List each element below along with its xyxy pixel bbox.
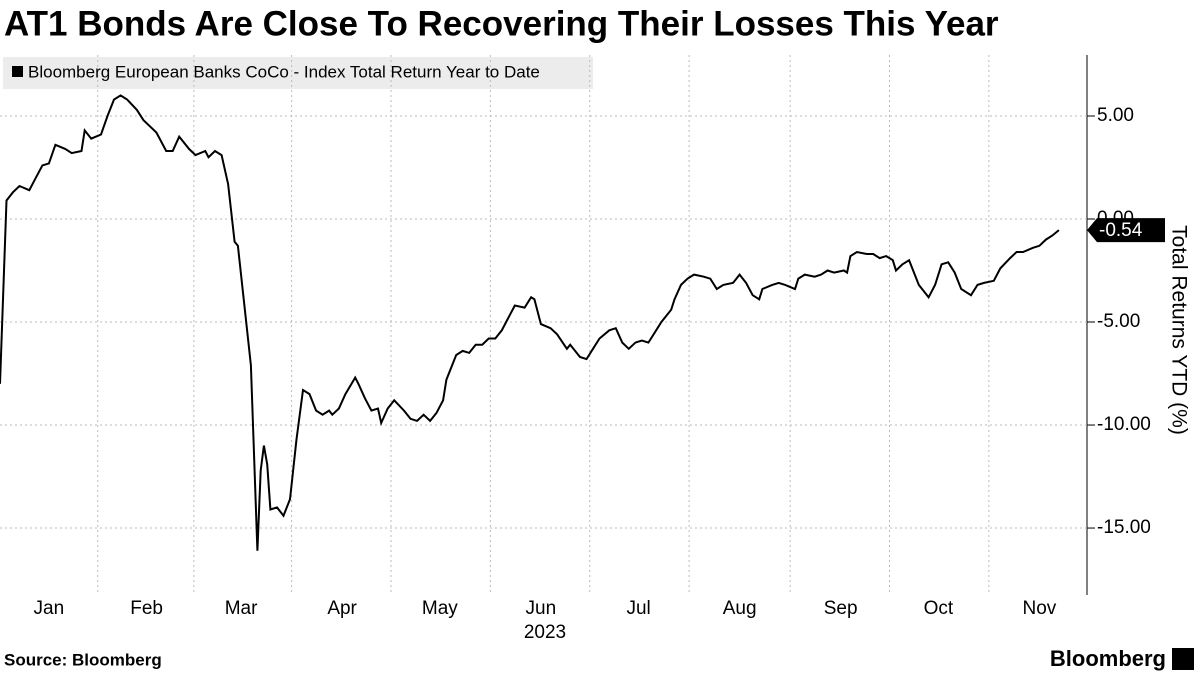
x-tick-label: Mar bbox=[225, 598, 258, 619]
y-tick-label: -15.00 bbox=[1097, 517, 1151, 538]
brand-icon bbox=[1172, 648, 1194, 670]
x-tick-label: Nov bbox=[1022, 598, 1056, 619]
y-tick-label: -10.00 bbox=[1097, 414, 1151, 435]
x-tick-label: Jun bbox=[526, 598, 557, 619]
y-axis-label: Total Returns YTD (%) bbox=[1167, 225, 1190, 435]
legend-box bbox=[3, 57, 593, 89]
x-tick-label: Sep bbox=[824, 598, 858, 619]
x-tick-label: Apr bbox=[327, 598, 357, 619]
x-tick-label: Feb bbox=[130, 598, 163, 619]
x-tick-label: Jul bbox=[626, 598, 650, 619]
annotation-label: -0.54 bbox=[1099, 220, 1143, 241]
brand: Bloomberg bbox=[1050, 646, 1166, 671]
x-axis-label: 2023 bbox=[524, 622, 566, 643]
chart-title: AT1 Bonds Are Close To Recovering Their … bbox=[4, 4, 999, 43]
x-tick-label: Oct bbox=[924, 598, 954, 619]
legend-swatch bbox=[12, 66, 23, 77]
y-tick-label: 5.00 bbox=[1097, 105, 1134, 126]
x-tick-label: Jan bbox=[34, 598, 65, 619]
x-tick-label: Aug bbox=[723, 598, 757, 619]
annotation-box bbox=[1087, 218, 1165, 243]
y-tick-label: -5.00 bbox=[1097, 311, 1140, 332]
source: Source: Bloomberg bbox=[4, 650, 162, 669]
x-tick-label: May bbox=[422, 598, 458, 619]
legend-label: Bloomberg European Banks CoCo - Index To… bbox=[28, 62, 540, 81]
line bbox=[0, 94, 1060, 551]
